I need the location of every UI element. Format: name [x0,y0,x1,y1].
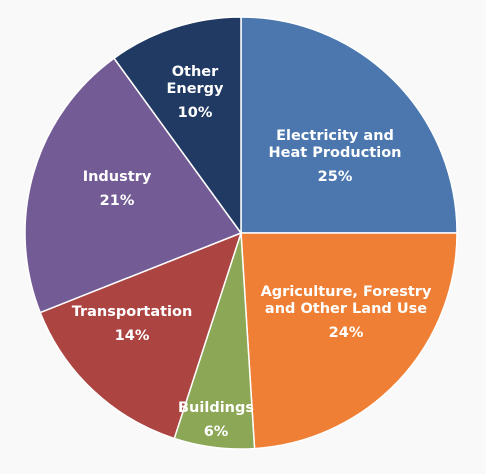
pie-slice-electricity-and-heat-production [240,16,458,234]
slice-percent-text: 24% [329,325,364,341]
slice-label-industry: Industry 21% [83,169,152,209]
slice-name-text: Industry [83,169,152,185]
pie-slice-transportation [39,231,243,440]
slice-percent-text: 10% [178,105,213,121]
slice-name-text: Other [172,64,219,80]
slice-percent-text: 25% [318,169,353,185]
slice-label-buildings: Buildings 6% [178,400,254,440]
slice-name-text: Electricity and [276,128,394,144]
slice-name-text: Agriculture, Forestry [261,284,432,300]
slice-name-text: and Other Land Use [265,301,427,317]
slice-percent-text: 21% [100,193,135,209]
slice-percent-text: 6% [204,424,229,440]
slice-percent-text: 14% [115,328,150,344]
slice-label-transportation: Transportation 14% [72,304,193,344]
slice-name-text: Transportation [72,304,193,320]
slice-name-text: Energy [166,81,224,97]
pie-slice-industry [24,57,243,314]
slice-name-text: Buildings [178,400,254,416]
slice-name-text: Heat Production [269,145,402,161]
pie-slice-agriculture-forestry-and-other-land-use [240,232,458,450]
pie-slice-other-energy [112,16,242,236]
slices-layer [24,16,458,450]
